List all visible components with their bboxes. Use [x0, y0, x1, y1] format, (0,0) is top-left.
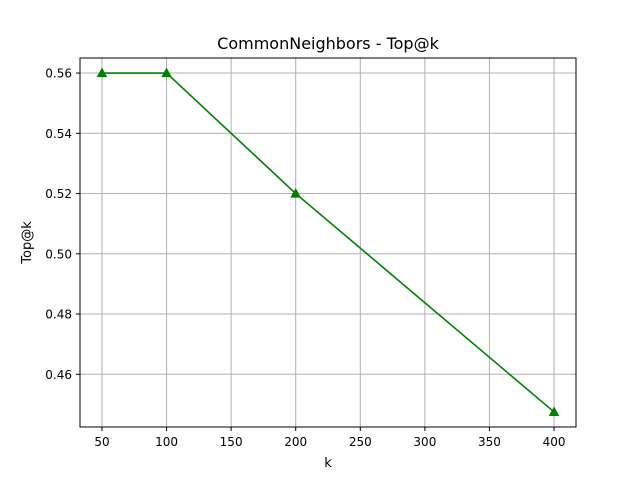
y-tick-label: 0.46 — [45, 368, 72, 382]
x-axis-label: k — [324, 456, 332, 471]
y-tick-label: 0.48 — [45, 308, 72, 322]
y-tick-label: 0.54 — [45, 127, 72, 141]
y-axis: 0.46 0.48 0.50 0.52 0.54 0.56 — [45, 67, 80, 382]
x-tick-label: 300 — [413, 435, 436, 449]
x-tick-label: 400 — [543, 435, 566, 449]
series-layer — [96, 67, 560, 417]
data-point-marker — [290, 188, 302, 198]
y-axis-label: Top@k — [20, 221, 35, 265]
grid — [80, 58, 576, 427]
y-tick-label: 0.56 — [45, 67, 72, 81]
y-tick-label: 0.52 — [45, 187, 72, 201]
x-axis: 50 100 150 200 250 300 350 400 — [94, 427, 565, 449]
y-tick-label: 0.50 — [45, 247, 72, 261]
chart-title: CommonNeighbors - Top@k — [217, 34, 439, 53]
x-tick-label: 250 — [349, 435, 372, 449]
series-line — [101, 72, 555, 413]
x-tick-label: 200 — [284, 435, 307, 449]
plot-frame — [79, 57, 577, 428]
x-tick-label: 350 — [478, 435, 501, 449]
x-tick-label: 150 — [220, 435, 243, 449]
x-tick-label: 100 — [155, 435, 178, 449]
data-point-marker — [548, 406, 560, 417]
data-point-marker — [161, 67, 172, 78]
data-point-marker — [96, 67, 108, 78]
x-tick-label: 50 — [94, 435, 109, 449]
